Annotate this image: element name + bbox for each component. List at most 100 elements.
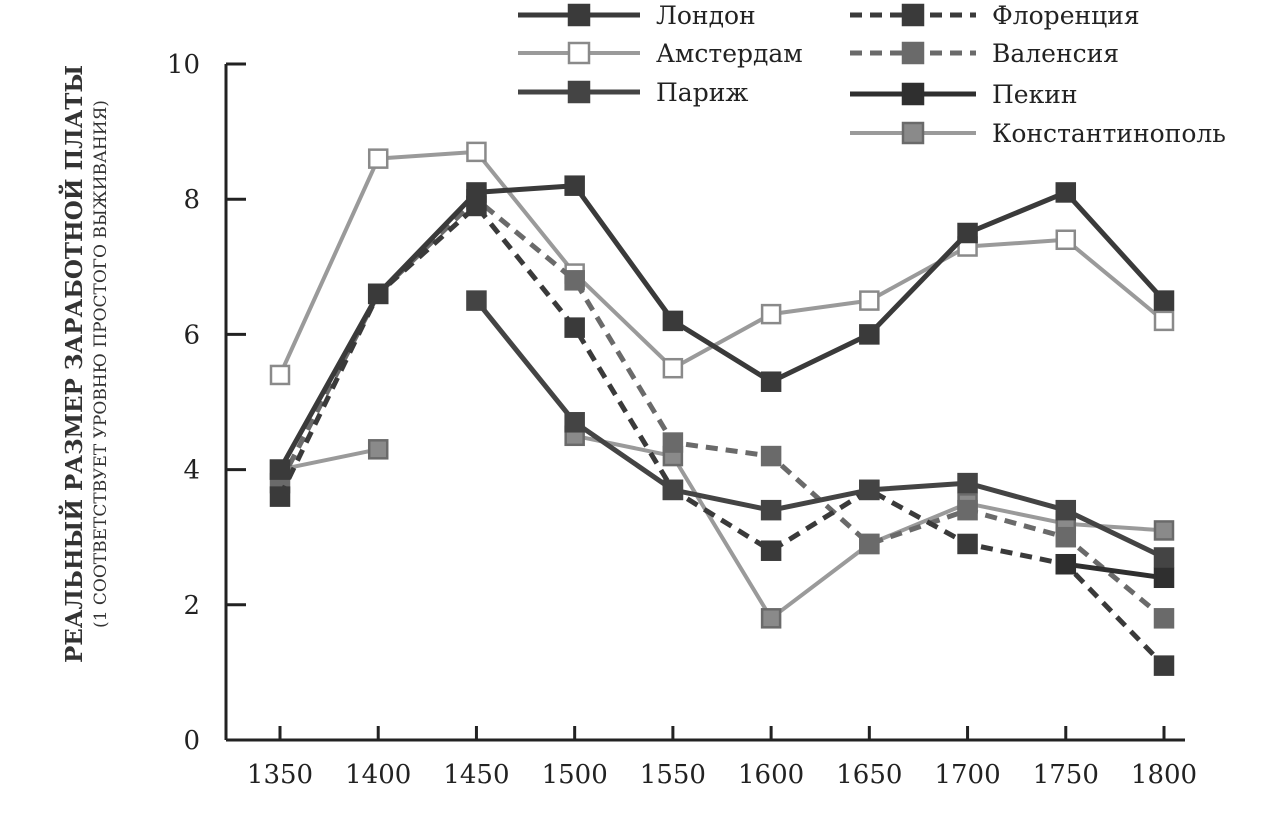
legend-marker [901, 3, 925, 27]
x-tick-label: 1750 [1033, 760, 1099, 790]
series-2-point [564, 412, 585, 433]
series-5-point [1055, 553, 1077, 575]
series-2-line [474, 299, 1166, 560]
legend-item-2: Париж [518, 78, 748, 107]
legend-item-1: Амстердам [518, 39, 803, 68]
series-1-point [1153, 310, 1175, 332]
y-axis-subtitle: (1 СООТВЕТСТВУЕТ УРОВНЮ ПРОСТОГО ВЫЖИВАН… [91, 100, 111, 628]
legend-marker [567, 41, 591, 65]
series-2-point [466, 290, 487, 311]
series-2 [466, 290, 1175, 568]
series-1 [269, 141, 1175, 386]
legend-marker [567, 80, 591, 104]
x-tick-label: 1500 [542, 760, 608, 790]
series-2-point [859, 479, 880, 501]
legend-label: Константинополь [992, 119, 1226, 148]
series-0-point [957, 222, 978, 244]
y-tick-label: 6 [183, 320, 200, 350]
legend-item-4: Валенсия [850, 39, 1119, 68]
legend-item-6: Константинополь [850, 119, 1226, 148]
series-3-point [564, 317, 585, 338]
series-4-point [564, 270, 585, 291]
series-4-point [1153, 608, 1175, 629]
series-2-point [957, 472, 978, 494]
x-tick-label: 1800 [1131, 760, 1197, 790]
series-1-point [367, 148, 389, 169]
x-tick-label: 1650 [836, 760, 902, 790]
legend: Лондон Амстердам Париж Флоренция Валенсия Пек… [518, 1, 1226, 148]
series-3-point [957, 533, 978, 555]
series-4-point [760, 445, 782, 467]
series-0-point [1055, 182, 1077, 203]
series-2-point [760, 499, 782, 521]
legend-label: Пекин [992, 80, 1078, 109]
series-2-point [1153, 547, 1175, 568]
series-1-point [662, 357, 684, 379]
series-0-point [269, 459, 291, 480]
y-tick-label: 4 [183, 456, 200, 486]
x-tick-label: 1450 [443, 760, 509, 790]
x-tick-label: 1700 [934, 760, 1000, 790]
series-6-point [760, 608, 782, 629]
series-0-point [662, 310, 684, 332]
series-3-point [269, 486, 291, 507]
series-1-point [269, 364, 291, 386]
y-tick-label: 10 [167, 50, 200, 80]
legend-item-3: Флоренция [850, 1, 1140, 30]
y-tick-label: 2 [183, 591, 200, 621]
series-5-point [1153, 567, 1175, 589]
x-tick-label: 1350 [247, 760, 313, 790]
series-0-point [859, 324, 880, 345]
series-lines [269, 141, 1175, 676]
series-4-point [1055, 526, 1077, 548]
x-tick-label: 1600 [738, 760, 804, 790]
legend-item-0: Лондон [518, 1, 756, 30]
series-3-point [760, 540, 782, 561]
x-tick-label: 1550 [640, 760, 706, 790]
series-4 [269, 188, 1175, 629]
series-1-point [466, 141, 487, 163]
series-1-point [859, 290, 880, 311]
legend-marker [567, 3, 591, 27]
series-2-point [1055, 499, 1077, 521]
legend-item-5: Пекин [850, 80, 1078, 109]
y-axis-title: РЕАЛЬНЫЙ РАЗМЕР ЗАРАБОТНОЙ ПЛАТЫ [59, 65, 88, 663]
series-0-point [466, 182, 487, 203]
legend-marker [901, 82, 925, 106]
series-5 [1055, 553, 1175, 589]
legend-label: Валенсия [992, 39, 1119, 68]
legend-label: Париж [656, 78, 748, 107]
series-1-line [278, 149, 1166, 376]
y-tick-label: 8 [183, 185, 200, 215]
series-1-point [760, 303, 782, 325]
series-4-point [662, 432, 684, 453]
legend-label: Амстердам [656, 39, 803, 68]
x-tick-label: 1400 [345, 760, 411, 790]
series-4-point [859, 533, 880, 555]
series-1-point [1055, 229, 1077, 251]
series-0-line [277, 183, 1166, 471]
series-0-point [564, 175, 585, 196]
series-6 [269, 425, 1175, 629]
series-0-point [760, 371, 782, 392]
series-3 [269, 195, 1175, 676]
series-5-line [1065, 561, 1165, 581]
series-4-point [957, 499, 978, 521]
legend-marker [901, 41, 925, 65]
series-6-point [367, 439, 389, 460]
series-0 [269, 175, 1175, 480]
series-3-line [277, 203, 1166, 668]
legend-label: Флоренция [992, 1, 1140, 30]
series-0-point [367, 283, 389, 305]
series-0-point [1153, 290, 1175, 311]
y-axis-title-group: РЕАЛЬНЫЙ РАЗМЕР ЗАРАБОТНОЙ ПЛАТЫ (1 СООТ… [59, 65, 111, 663]
axes: 0 2 4 6 8 10 1350 1400 1450 1500 1550 1600 1650 1700 1… [167, 50, 1197, 790]
series-3-point [1153, 655, 1175, 676]
legend-marker [901, 121, 925, 145]
y-tick-label: 0 [183, 726, 200, 756]
legend-label: Лондон [656, 1, 756, 30]
series-2-point [662, 479, 684, 501]
series-6-point [1153, 520, 1175, 541]
